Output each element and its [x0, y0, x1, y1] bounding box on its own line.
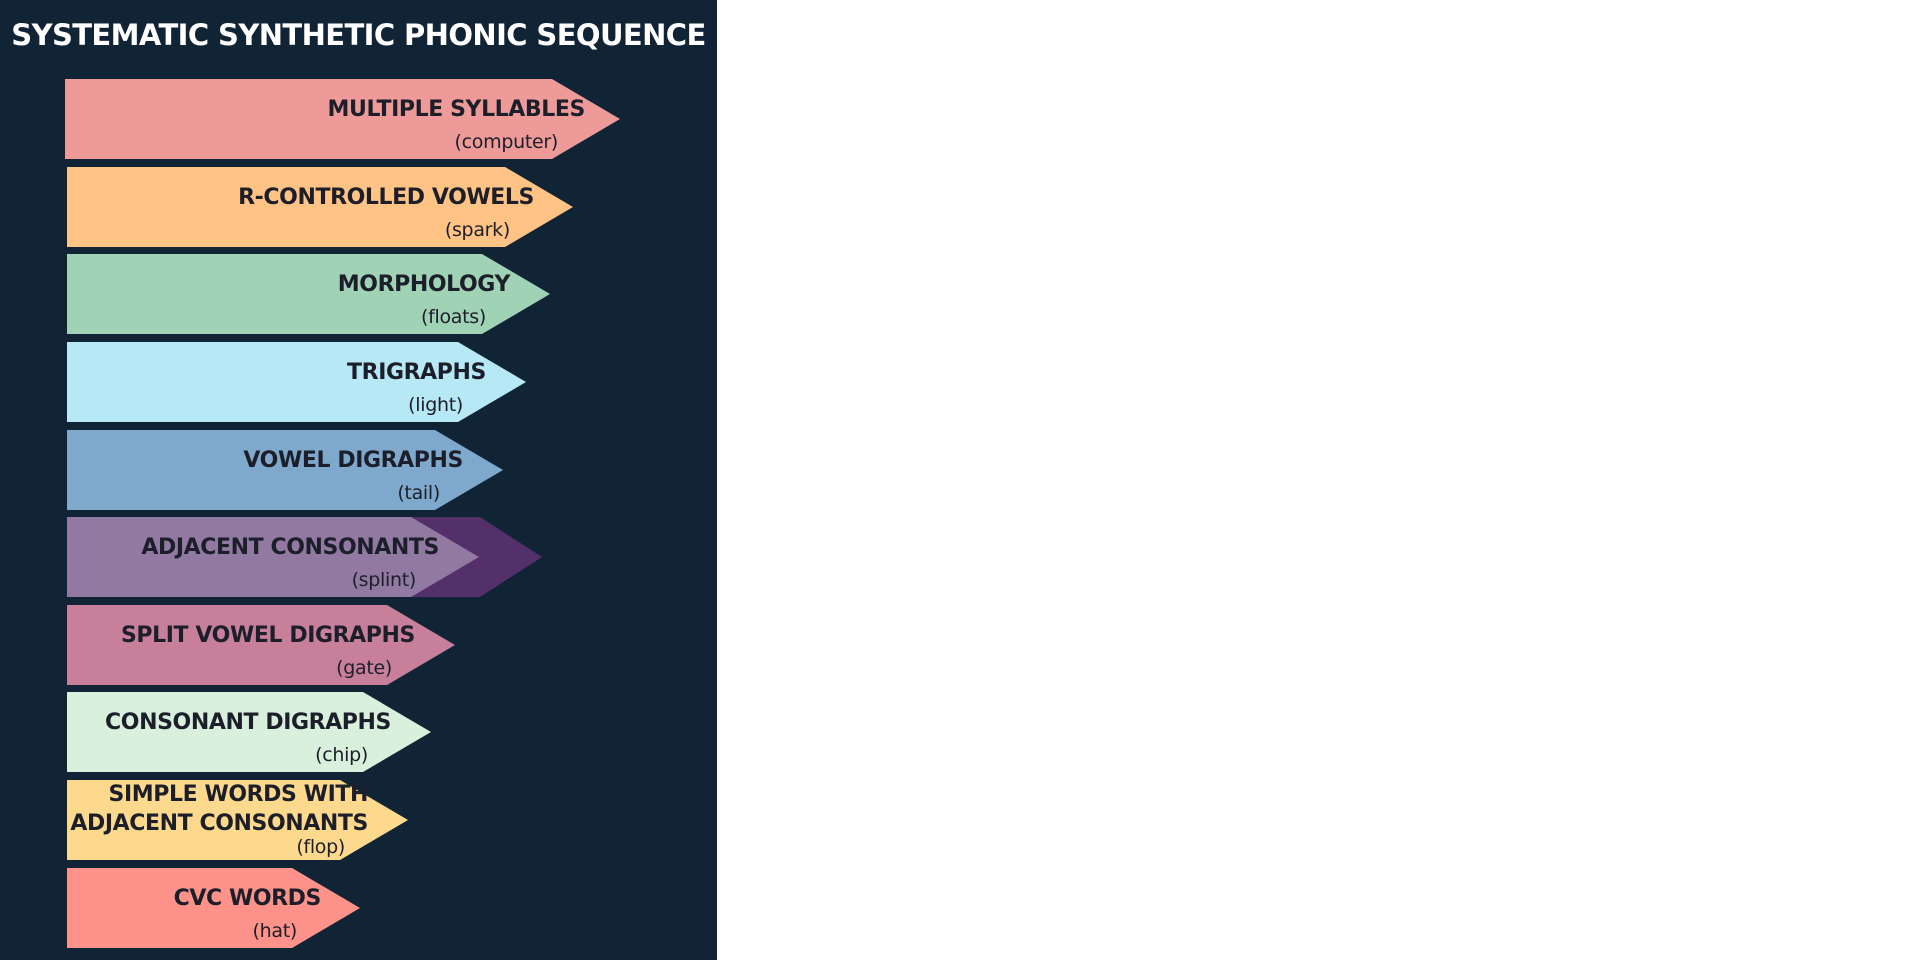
step-example: (hat): [252, 920, 298, 942]
step-arrow: [67, 167, 573, 247]
step-example: (floats): [420, 306, 486, 328]
step-consonant-digraphs: CONSONANT DIGRAPHS (chip): [67, 692, 431, 772]
step-label: VOWEL DIGRAPHS: [243, 448, 463, 473]
step-example: (spark): [444, 219, 510, 241]
step-cvc-words: CVC WORDS (hat): [67, 868, 360, 948]
step-example: (gate): [336, 657, 392, 679]
step-arrow: [67, 430, 503, 510]
step-label: SIMPLE WORDS WITH ADJACENT CONSONANTS: [70, 782, 368, 836]
step-arrow: [67, 692, 431, 772]
step-trigraphs: TRIGRAPHS (light): [67, 342, 526, 422]
step-morphology: MORPHOLOGY (floats): [67, 254, 550, 334]
step-arrow: [67, 780, 408, 860]
step-label: SPLIT VOWEL DIGRAPHS: [120, 623, 415, 648]
step-label: CVC WORDS: [173, 886, 322, 911]
step-label: MORPHOLOGY: [337, 272, 511, 297]
step-simple-words-adjacent-consonants: SIMPLE WORDS WITH ADJACENT CONSONANTS (f…: [67, 780, 408, 860]
step-arrow: [67, 868, 360, 948]
step-label: ADJACENT CONSONANTS: [141, 535, 439, 560]
step-example: (tail): [397, 482, 440, 504]
step-label: R-CONTROLLED VOWELS: [238, 185, 534, 210]
step-arrow: [67, 342, 526, 422]
step-arrow: [65, 79, 620, 159]
step-adjacent-consonants: ADJACENT CONSONANTS (splint): [67, 517, 542, 597]
step-split-vowel-digraphs: SPLIT VOWEL DIGRAPHS (gate): [67, 605, 455, 685]
step-arrow: [67, 605, 455, 685]
step-example: (splint): [351, 569, 417, 591]
step-example: (flop): [296, 836, 345, 858]
page-title: SYSTEMATIC SYNTHETIC PHONIC SEQUENCE: [11, 18, 706, 52]
step-label: TRIGRAPHS: [347, 360, 486, 385]
step-multiple-syllables: MULTIPLE SYLLABLES (computer): [65, 79, 620, 159]
step-example: (light): [408, 394, 463, 416]
phonic-sequence-panel: SYSTEMATIC SYNTHETIC PHONIC SEQUENCE MUL…: [0, 0, 717, 960]
step-vowel-digraphs: VOWEL DIGRAPHS (tail): [67, 430, 503, 510]
step-label: CONSONANT DIGRAPHS: [105, 710, 391, 735]
step-example: (computer): [454, 131, 559, 153]
step-arrow: [67, 254, 550, 334]
step-label: MULTIPLE SYLLABLES: [327, 97, 586, 122]
step-r-controlled-vowels: R-CONTROLLED VOWELS (spark): [67, 167, 573, 247]
step-arrow: [67, 517, 479, 597]
step-example: (chip): [315, 744, 368, 766]
